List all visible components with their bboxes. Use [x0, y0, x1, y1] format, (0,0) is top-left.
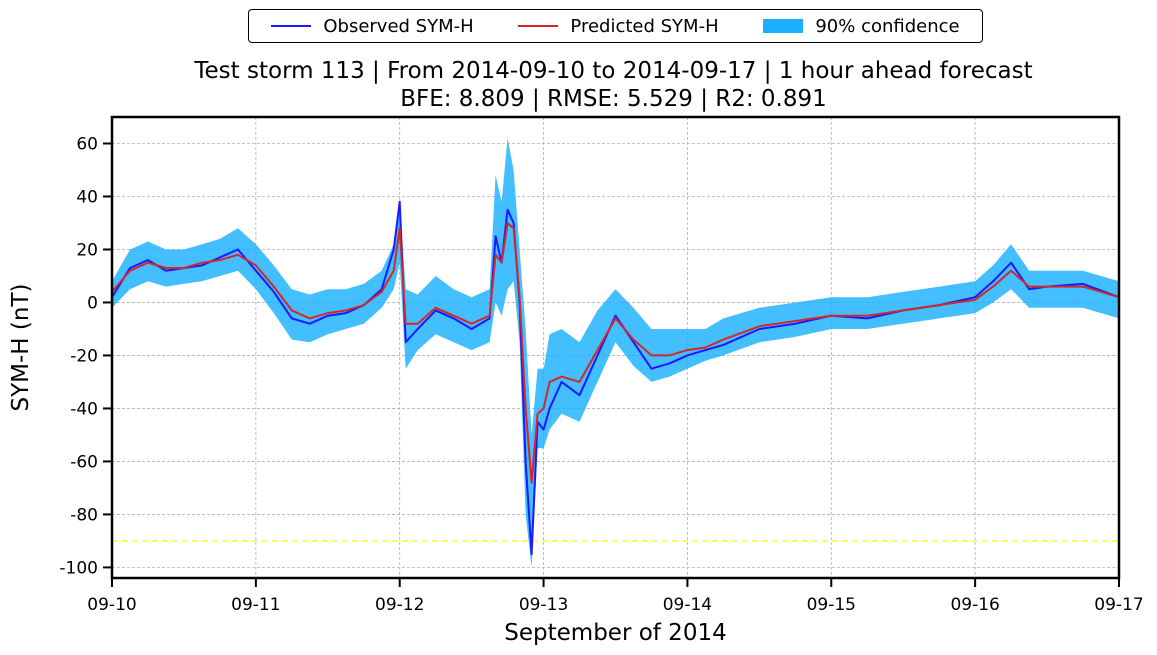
- legend-swatch-observed: [271, 25, 312, 27]
- y-tick-label: 0: [87, 293, 98, 313]
- y-tick-label: 40: [76, 187, 98, 207]
- grid: [111, 117, 1120, 578]
- legend-label-confidence: 90% confidence: [815, 15, 960, 37]
- x-tick-label: 09-11: [231, 595, 280, 615]
- y-tick-label: -100: [59, 558, 98, 578]
- plot-frame: [110, 115, 1121, 580]
- y-tick-label: 20: [76, 240, 98, 260]
- legend-item-observed: Observed SYM-H: [271, 15, 474, 37]
- confidence-band: [112, 138, 1119, 568]
- predicted-line: [111, 222, 1120, 484]
- legend-label-predicted: Predicted SYM-H: [570, 15, 719, 37]
- y-axis-label: SYM-H (nT): [8, 284, 34, 412]
- legend-swatch-predicted: [518, 25, 559, 27]
- x-tick-label: 09-14: [663, 595, 712, 615]
- chart-title: Test storm 113 | From 2014-09-10 to 2014…: [194, 58, 1033, 84]
- legend-label-observed: Observed SYM-H: [323, 15, 474, 37]
- legend-swatch-confidence: [763, 19, 804, 33]
- y-tick-label: -20: [70, 346, 98, 366]
- y-tick-label: 60: [76, 134, 98, 154]
- legend-item-predicted: Predicted SYM-H: [518, 15, 719, 37]
- x-tick-label: 09-10: [87, 595, 136, 615]
- y-axis: 60 40 20 0 -20 -40 -60 -80 -100: [59, 134, 112, 578]
- x-tick-label: 09-17: [1094, 595, 1143, 615]
- y-tick-label: -80: [70, 505, 98, 525]
- legend: Observed SYM-H Predicted SYM-H 90% confi…: [248, 9, 983, 43]
- y-tick-label: -40: [70, 399, 98, 419]
- x-tick-label: 09-16: [950, 595, 999, 615]
- x-tick-label: 09-15: [807, 595, 856, 615]
- chart-subtitle: BFE: 8.809 | RMSE: 5.529 | R2: 0.891: [400, 86, 827, 112]
- x-axis: 09-10 09-11 09-12 09-13 09-14 09-15 09-16 09-17: [87, 578, 1144, 615]
- legend-item-confidence: 90% confidence: [763, 15, 960, 37]
- y-tick-label: -60: [70, 452, 98, 472]
- x-tick-label: 09-12: [375, 595, 424, 615]
- x-tick-label: 09-13: [519, 595, 568, 615]
- x-axis-label: September of 2014: [504, 620, 726, 646]
